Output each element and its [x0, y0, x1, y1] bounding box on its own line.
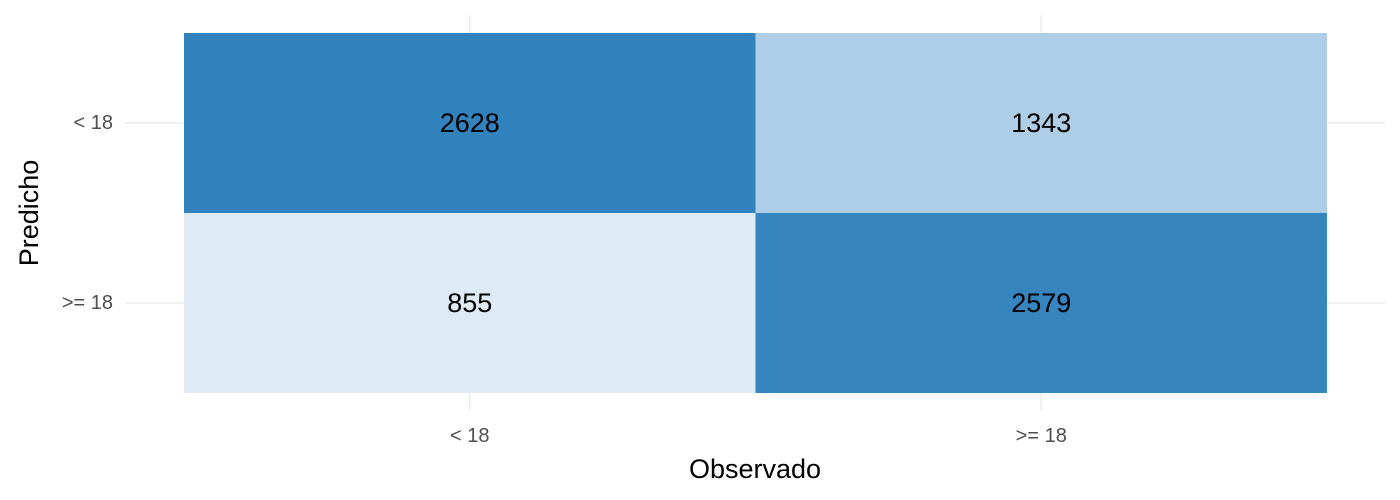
heatmap-cells — [184, 33, 1327, 393]
heatmap-cell — [755, 213, 1327, 393]
y-tick-label: < 18 — [74, 112, 113, 134]
y-axis-title: Predicho — [14, 160, 44, 267]
heatmap-cell — [184, 33, 756, 213]
cell-value-label: 2628 — [440, 108, 500, 138]
cell-labels: 2628 1343 855 2579 — [440, 108, 1072, 318]
cell-value-label: 2579 — [1011, 288, 1071, 318]
heatmap-cell — [184, 213, 756, 393]
cell-value-label: 1343 — [1011, 108, 1071, 138]
x-tick-label: >= 18 — [1016, 425, 1067, 447]
heatmap-cell — [755, 33, 1327, 213]
x-tick-label: < 18 — [450, 425, 489, 447]
axis-ticks: < 18 >= 18 < 18 >= 18 — [62, 112, 1067, 447]
x-axis-title: Observado — [689, 454, 821, 484]
cell-value-label: 855 — [447, 288, 492, 318]
y-tick-label: >= 18 — [62, 292, 113, 314]
